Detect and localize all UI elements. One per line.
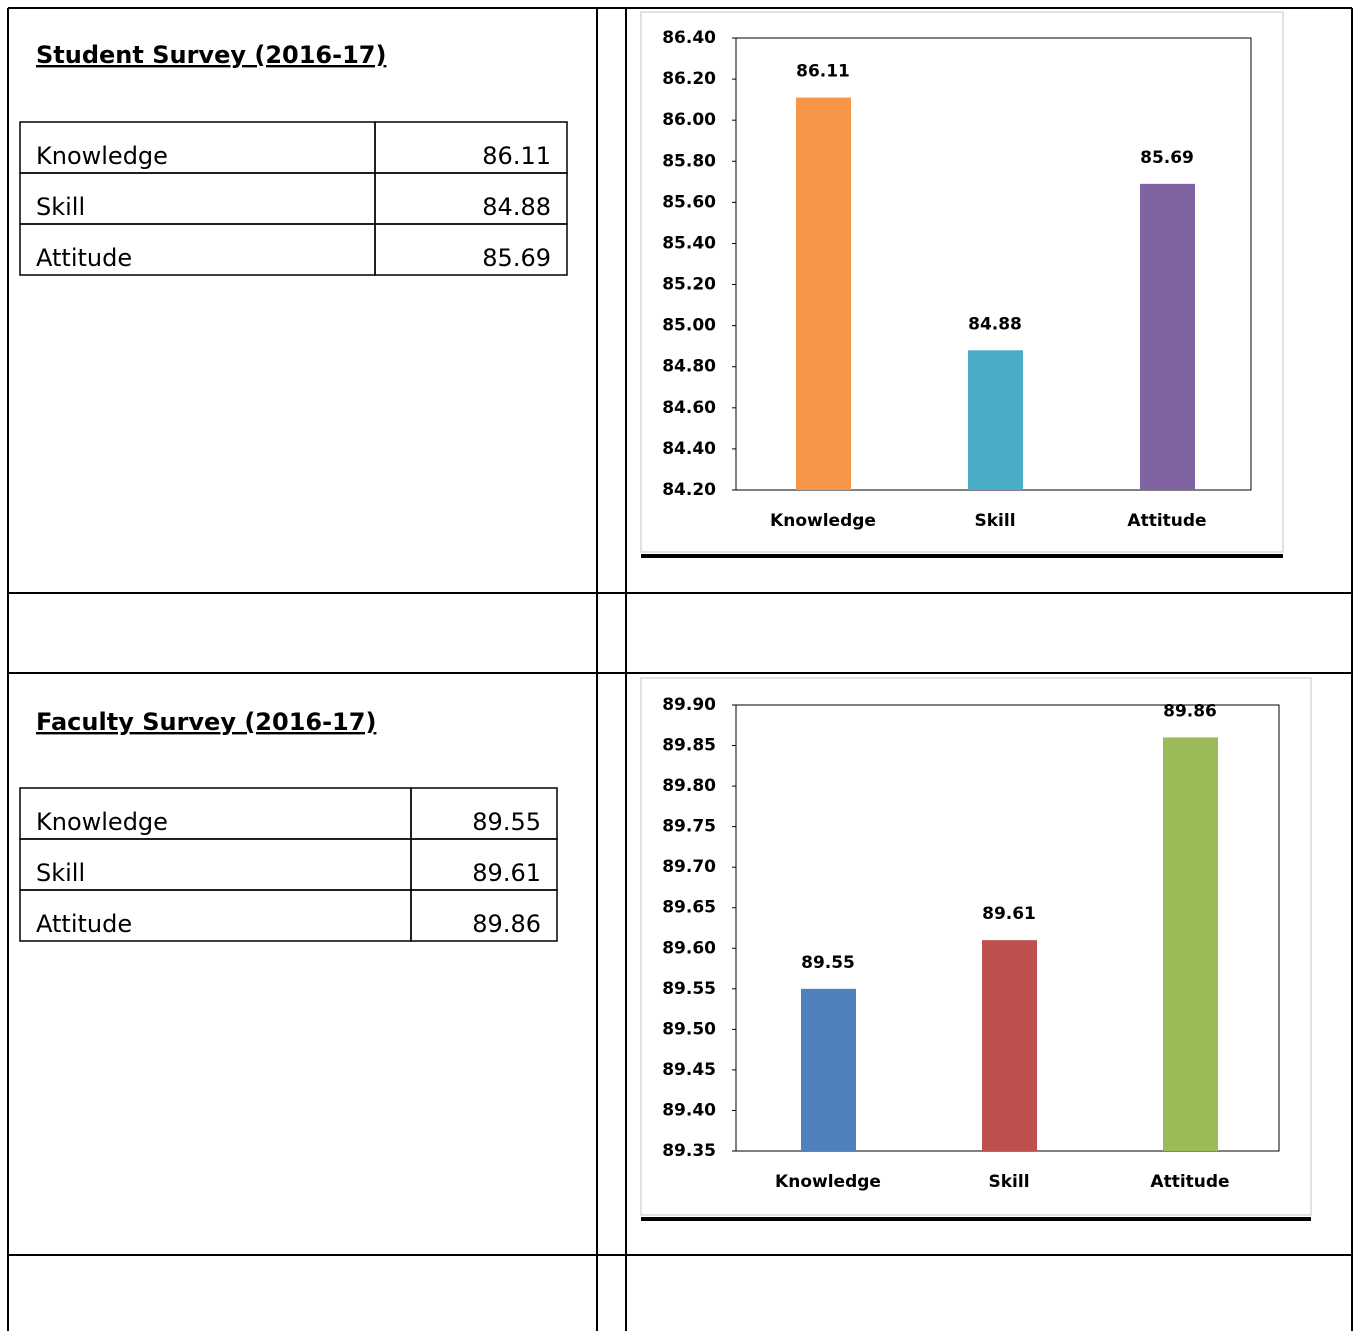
data-label: 89.61 bbox=[982, 904, 1036, 924]
y-tick-label: 85.60 bbox=[662, 192, 716, 212]
row-label: Skill bbox=[36, 193, 85, 221]
data-label: 84.88 bbox=[968, 314, 1022, 334]
x-tick-label: Skill bbox=[988, 1172, 1029, 1192]
y-tick-label: 89.65 bbox=[662, 898, 716, 918]
data-label: 85.69 bbox=[1140, 148, 1194, 168]
layout-table bbox=[7, 7, 1353, 1331]
y-tick-label: 85.00 bbox=[662, 316, 716, 336]
data-label: 89.55 bbox=[801, 953, 855, 973]
row-label: Skill bbox=[36, 859, 85, 887]
y-tick-label: 89.70 bbox=[662, 857, 716, 877]
y-tick-label: 85.20 bbox=[662, 275, 716, 295]
x-tick-label: Knowledge bbox=[770, 511, 876, 531]
bar bbox=[796, 97, 851, 490]
y-tick-label: 89.50 bbox=[662, 1019, 716, 1039]
table-cell bbox=[374, 223, 568, 276]
bar bbox=[968, 350, 1023, 490]
y-tick-label: 89.80 bbox=[662, 776, 716, 796]
row-label: Knowledge bbox=[36, 142, 168, 170]
y-tick-label: 86.40 bbox=[662, 28, 716, 48]
y-tick-label: 85.40 bbox=[662, 233, 716, 253]
data-label: 86.11 bbox=[796, 62, 850, 82]
y-tick-label: 89.45 bbox=[662, 1060, 716, 1080]
row-value: 85.69 bbox=[482, 244, 551, 272]
row-label: Attitude bbox=[36, 244, 132, 272]
row-label: Attitude bbox=[36, 910, 132, 938]
x-tick-label: Skill bbox=[974, 511, 1015, 531]
bar bbox=[1140, 183, 1195, 490]
y-tick-label: 84.60 bbox=[662, 398, 716, 418]
y-tick-label: 89.85 bbox=[662, 736, 716, 756]
y-tick-label: 89.90 bbox=[662, 695, 716, 715]
row-value: 84.88 bbox=[482, 193, 551, 221]
y-tick-label: 89.75 bbox=[662, 817, 716, 837]
x-tick-label: Attitude bbox=[1127, 511, 1206, 531]
y-tick-label: 89.60 bbox=[662, 938, 716, 958]
row-value: 89.55 bbox=[472, 808, 541, 836]
row-value: 89.61 bbox=[472, 859, 541, 887]
x-tick-label: Attitude bbox=[1150, 1172, 1229, 1192]
row-value: 89.86 bbox=[472, 910, 541, 938]
y-tick-label: 86.20 bbox=[662, 69, 716, 89]
bar bbox=[982, 940, 1037, 1151]
row-label: Knowledge bbox=[36, 808, 168, 836]
row-value: 86.11 bbox=[482, 142, 551, 170]
y-tick-label: 84.20 bbox=[662, 480, 716, 500]
y-tick-label: 89.35 bbox=[662, 1141, 716, 1161]
y-tick-label: 89.55 bbox=[662, 979, 716, 999]
y-tick-label: 89.40 bbox=[662, 1100, 716, 1120]
table-cell bbox=[410, 889, 558, 942]
bar bbox=[801, 988, 856, 1151]
data-label: 89.86 bbox=[1163, 701, 1217, 721]
y-tick-label: 84.40 bbox=[662, 439, 716, 459]
section-title: Student Survey (2016-17) bbox=[36, 41, 386, 69]
bar bbox=[1163, 737, 1218, 1151]
y-tick-label: 84.80 bbox=[662, 357, 716, 377]
section-title: Faculty Survey (2016-17) bbox=[36, 708, 376, 736]
y-tick-label: 86.00 bbox=[662, 110, 716, 130]
y-tick-label: 85.80 bbox=[662, 151, 716, 171]
x-tick-label: Knowledge bbox=[775, 1172, 881, 1192]
